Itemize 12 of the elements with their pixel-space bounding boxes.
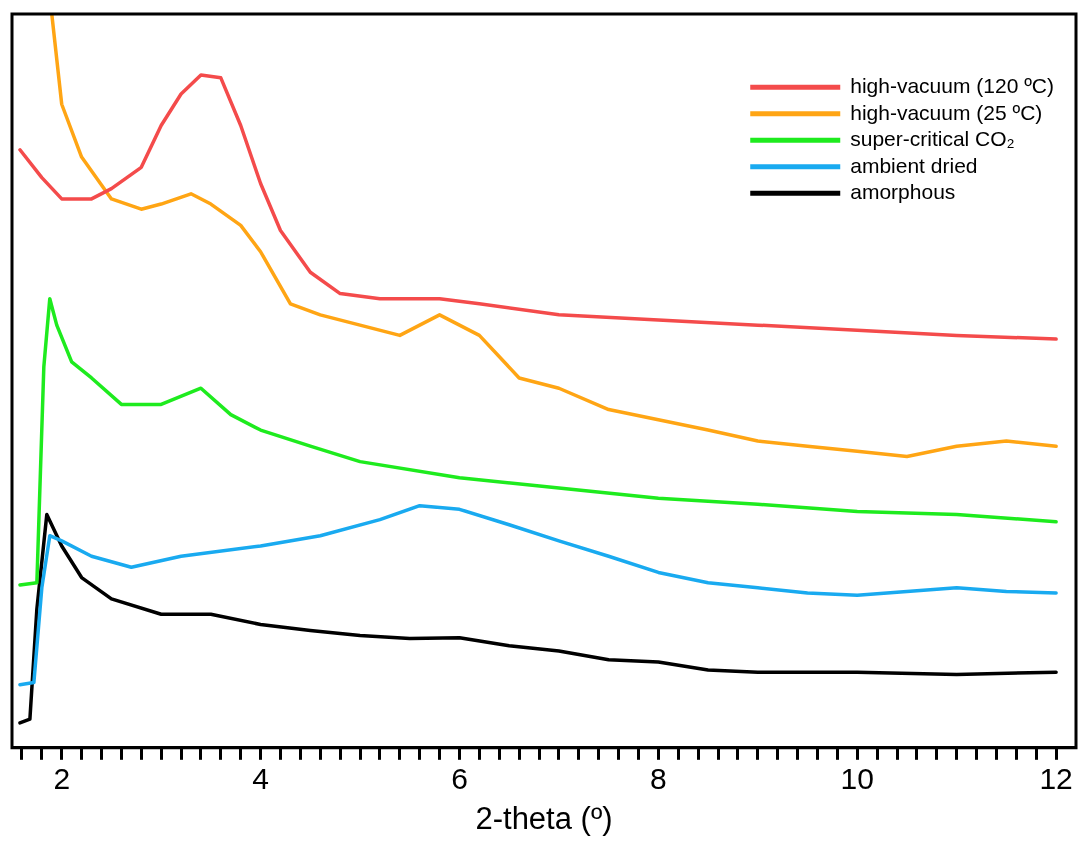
legend-label: amorphous — [850, 180, 956, 204]
x-tick-label: 12 — [1039, 762, 1073, 796]
x-tick-label: 4 — [252, 762, 269, 796]
legend-label: ambient dried — [850, 153, 978, 177]
legend-label: high-vacuum (25 ºC) — [850, 100, 1043, 124]
x-tick-label: 10 — [840, 762, 874, 796]
x-tick-label: 8 — [650, 762, 667, 796]
legend-label: super-critical CO₂ — [850, 127, 1015, 151]
x-axis-title: 2-theta (º) — [475, 800, 613, 836]
x-tick-label: 2 — [53, 762, 71, 796]
x-tick-label: 6 — [451, 762, 468, 796]
legend-label: high-vacuum (120 ºC) — [850, 74, 1055, 98]
